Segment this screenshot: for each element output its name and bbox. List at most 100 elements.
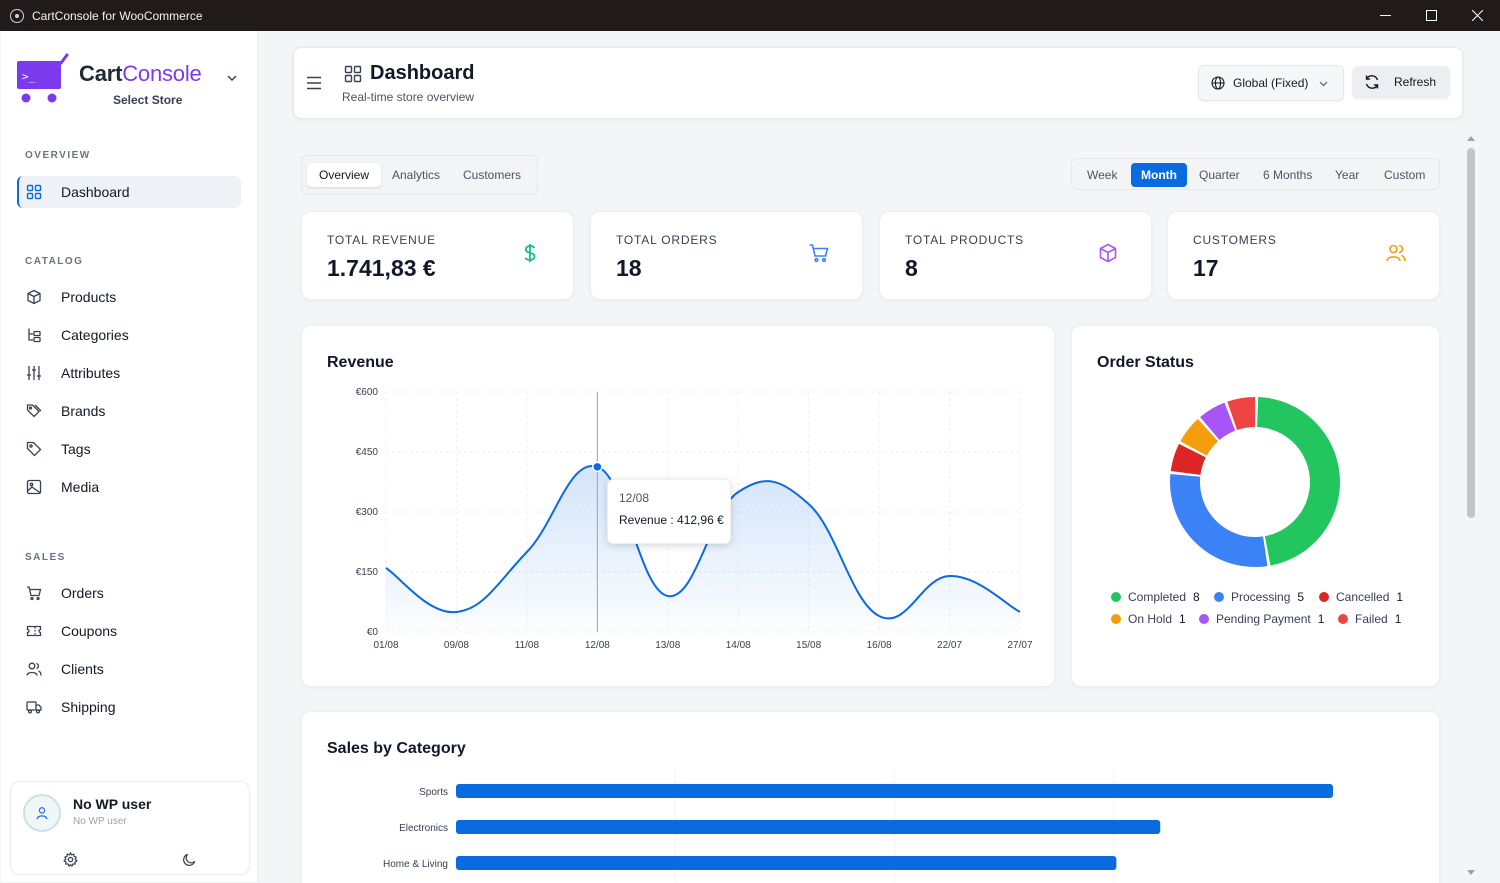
maximize-button[interactable] — [1408, 0, 1454, 31]
stat-label: CUSTOMERS — [1193, 233, 1277, 247]
tooltip-date: 12/08 — [619, 491, 650, 505]
range-week[interactable]: Week — [1087, 168, 1118, 182]
sidebar-item-clients[interactable]: Clients — [17, 653, 241, 685]
sidebar-item-products[interactable]: Products — [17, 281, 241, 313]
section-label-catalog: CATALOG — [25, 256, 84, 267]
menu-toggle-icon[interactable] — [306, 76, 322, 90]
scroll-up-icon[interactable] — [1467, 134, 1475, 142]
x-tick-label: 27/07 — [1007, 640, 1032, 651]
sidebar-item-tags[interactable]: Tags — [17, 433, 241, 465]
legend-count: 1 — [1179, 612, 1186, 626]
chevron-down-icon — [227, 75, 237, 82]
ticket-icon — [25, 622, 43, 640]
app-icon — [10, 8, 24, 23]
x-tick-label: 14/08 — [726, 640, 751, 651]
close-button[interactable] — [1454, 0, 1500, 31]
sidebar-item-coupons[interactable]: Coupons — [17, 615, 241, 647]
title-bar: CartConsole for WooCommerce — [0, 0, 1500, 31]
hierarchy-icon — [25, 326, 43, 344]
sidebar-item-dashboard[interactable]: Dashboard — [17, 176, 241, 208]
sidebar-item-attributes[interactable]: Attributes — [17, 357, 241, 389]
refresh-button[interactable]: Refresh — [1352, 66, 1450, 98]
x-tick-label: 01/08 — [373, 640, 398, 651]
main-scrollbar[interactable] — [1464, 131, 1478, 882]
tab-analytics[interactable]: Analytics — [392, 168, 441, 182]
legend-item-cancelled[interactable]: Cancelled 1 — [1319, 590, 1403, 604]
theme-toggle-button[interactable] — [180, 850, 198, 868]
sidebar-item-label: Shipping — [61, 699, 116, 715]
x-tick-label: 13/08 — [655, 640, 680, 651]
category-bar[interactable] — [456, 820, 1161, 834]
panel-title: Order Status — [1097, 354, 1194, 371]
dashboard-tabs: Overview Analytics Customers — [301, 155, 538, 195]
store-selector[interactable]: >_ CartConsole Select Store — [17, 51, 247, 117]
grid-icon — [25, 183, 43, 201]
revenue-line[interactable] — [385, 465, 1021, 620]
legend-item-failed[interactable]: Failed 1 — [1338, 612, 1401, 626]
sidebar-item-label: Products — [61, 289, 117, 305]
legend-count: 1 — [1317, 612, 1325, 626]
tab-overview[interactable]: Overview — [307, 163, 382, 187]
range-quarter[interactable]: Quarter — [1199, 168, 1240, 182]
y-tick-label: €300 — [356, 507, 379, 518]
donut-slice-on-hold[interactable] — [1180, 419, 1219, 457]
range-year[interactable]: Year — [1335, 168, 1360, 182]
order-status-panel: Order Status — [1071, 325, 1440, 687]
donut-slice-pending-payment[interactable] — [1200, 402, 1236, 441]
stat-label: TOTAL ORDERS — [616, 233, 718, 247]
legend-item-processing[interactable]: Processing 5 — [1214, 590, 1304, 604]
legend-label: On Hold — [1128, 612, 1173, 626]
revenue-chart[interactable]: €0 €150 €300 €450 €600 01/08 09/08 11/08 12/08 13… — [330, 380, 1040, 660]
x-tick-label: 15/08 — [796, 640, 821, 651]
legend-label: Cancelled — [1336, 590, 1390, 604]
page-title: Dashboard — [370, 62, 475, 84]
data-point[interactable] — [592, 461, 603, 473]
sidebar-item-label: Brands — [61, 403, 106, 419]
x-tick-label: 09/08 — [444, 640, 469, 651]
legend-item-pending-payment[interactable]: Pending Payment 1 — [1199, 612, 1324, 626]
sidebar-item-label: Media — [61, 479, 100, 495]
donut-slice-completed[interactable] — [1256, 397, 1340, 566]
tag-icon — [25, 440, 43, 458]
x-tick-label: 16/08 — [867, 640, 892, 651]
donut-slice-processing[interactable] — [1170, 473, 1268, 567]
sidebar-item-orders[interactable]: Orders — [17, 577, 241, 609]
legend-item-on-hold[interactable]: On Hold 1 — [1111, 612, 1186, 626]
sidebar-item-label: Coupons — [61, 623, 118, 639]
sales-by-category-chart[interactable]: Sports Electronics Home & Living — [330, 770, 1420, 882]
sidebar-item-label: Attributes — [61, 365, 121, 381]
scroll-thumb[interactable] — [1467, 148, 1475, 518]
tab-customers[interactable]: Customers — [463, 168, 522, 182]
sidebar-item-shipping[interactable]: Shipping — [17, 691, 241, 723]
y-tick-label: €600 — [356, 387, 379, 398]
settings-button[interactable] — [61, 850, 79, 868]
sidebar-item-brands[interactable]: Brands — [17, 395, 241, 427]
legend-item-completed[interactable]: Completed 8 — [1111, 590, 1200, 604]
range-6-months[interactable]: 6 Months — [1263, 168, 1313, 182]
stat-card-orders: TOTAL ORDERS 18 — [590, 211, 863, 300]
legend-dot — [1338, 614, 1348, 624]
sidebar-item-categories[interactable]: Categories — [17, 319, 241, 351]
range-custom[interactable]: Custom — [1384, 168, 1426, 182]
category-label: Electronics — [399, 823, 448, 834]
donut-slice-cancelled[interactable] — [1170, 443, 1207, 476]
donut-slice-failed[interactable] — [1227, 397, 1256, 431]
sidebar-item-media[interactable]: Media — [17, 471, 241, 503]
y-tick-label: €450 — [356, 447, 379, 458]
category-bar[interactable] — [456, 856, 1117, 870]
legend-count: 5 — [1297, 590, 1305, 604]
order-status-donut-chart[interactable] — [1165, 392, 1345, 572]
user-subtitle: No WP user — [73, 816, 127, 827]
range-month[interactable]: Month — [1131, 163, 1187, 187]
user-icon — [36, 807, 48, 820]
users-icon — [1386, 244, 1406, 262]
minimize-button[interactable] — [1362, 0, 1408, 31]
panel-title: Revenue — [327, 354, 394, 371]
gear-icon — [62, 851, 78, 867]
scroll-down-icon[interactable] — [1467, 869, 1475, 877]
users-icon — [25, 660, 43, 678]
image-icon — [25, 478, 43, 496]
x-tick-label: 22/07 — [937, 640, 962, 651]
store-scope-select[interactable]: Global (Fixed) — [1198, 65, 1344, 101]
category-bar[interactable] — [456, 784, 1333, 798]
